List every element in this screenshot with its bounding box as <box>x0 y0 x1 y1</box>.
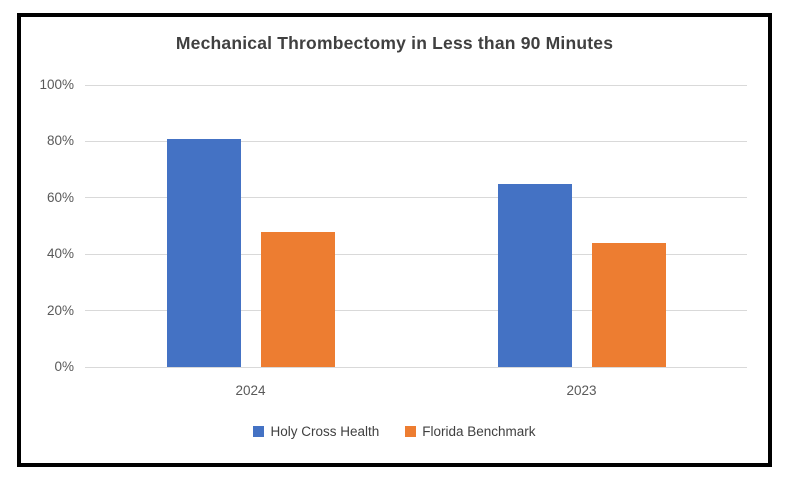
y-axis-tick-label: 60% <box>46 189 74 205</box>
x-axis-category-label: 2024 <box>235 383 266 398</box>
chart-area: Mechanical Thrombectomy in Less than 90 … <box>21 17 768 463</box>
bar-florida-benchmark-2024 <box>260 231 335 367</box>
y-axis-tick-label: 40% <box>46 246 74 262</box>
legend-item-holy-cross-health: Holy Cross Health <box>253 424 379 439</box>
legend-item-florida-benchmark: Florida Benchmark <box>405 424 536 439</box>
gridline <box>85 84 747 86</box>
legend-label: Holy Cross Health <box>270 424 380 439</box>
chart-frame: Mechanical Thrombectomy in Less than 90 … <box>17 13 772 467</box>
bar-holy-cross-health-2023 <box>497 183 572 367</box>
legend-swatch-icon <box>253 426 265 437</box>
legend-swatch-icon <box>405 426 417 437</box>
y-axis-tick-label: 80% <box>46 133 74 149</box>
y-axis-tick-label: 20% <box>46 302 74 318</box>
gridline <box>85 197 747 199</box>
chart-title: Mechanical Thrombectomy in Less than 90 … <box>175 33 614 53</box>
x-axis-category-label: 2023 <box>566 383 597 398</box>
bar-florida-benchmark-2023 <box>591 242 666 367</box>
gridline <box>85 366 747 368</box>
gridline <box>85 253 747 255</box>
y-axis-tick-label: 100% <box>39 77 74 92</box>
legend-label: Florida Benchmark <box>422 424 536 439</box>
bar-holy-cross-health-2024 <box>166 138 241 367</box>
y-axis-tick-label: 0% <box>54 359 74 374</box>
chart-legend: Holy Cross Health Florida Benchmark <box>21 424 768 439</box>
gridline <box>85 140 747 142</box>
gridline <box>85 310 747 312</box>
